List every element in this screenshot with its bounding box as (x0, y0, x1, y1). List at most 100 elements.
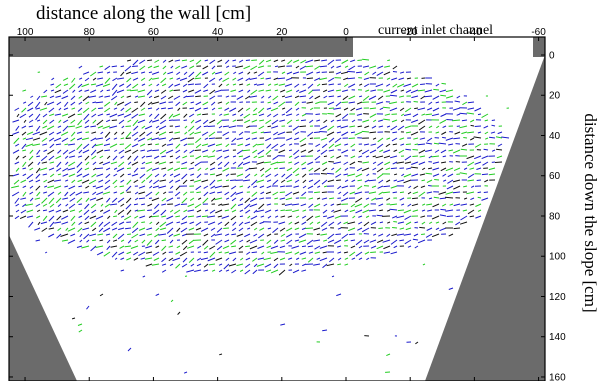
velocity-vector (442, 179, 447, 182)
velocity-vector (334, 137, 342, 143)
velocity-vector (301, 263, 307, 267)
velocity-vector (428, 185, 433, 187)
velocity-vector (127, 173, 132, 176)
velocity-vector (244, 197, 251, 204)
velocity-vector (187, 125, 195, 132)
velocity-vector (271, 119, 279, 125)
velocity-vector (286, 113, 293, 117)
velocity-vector (469, 119, 475, 123)
velocity-vector (78, 101, 83, 105)
velocity-vector (387, 59, 391, 62)
velocity-vector (282, 107, 286, 110)
velocity-vector (428, 197, 433, 200)
velocity-vector (141, 83, 146, 86)
velocity-vector (120, 215, 125, 218)
velocity-vector (363, 221, 370, 227)
velocity-vector (127, 161, 132, 165)
velocity-vector (399, 191, 405, 194)
velocity-vector (442, 173, 447, 177)
velocity-vector (103, 227, 111, 233)
velocity-vector (96, 251, 104, 256)
velocity-vector (398, 77, 405, 81)
velocity-vector (477, 113, 482, 116)
velocity-vector (267, 95, 272, 99)
velocity-vector (149, 221, 153, 225)
velocity-vector (154, 203, 160, 210)
velocity-vector (426, 179, 433, 184)
velocity-vector (477, 131, 482, 134)
velocity-vector (183, 371, 188, 374)
velocity-vector (245, 77, 251, 82)
velocity-vector (368, 209, 377, 212)
velocity-vector (105, 167, 111, 171)
velocity-vector (336, 131, 342, 134)
velocity-vector (238, 89, 244, 93)
velocity-vector (281, 71, 286, 74)
velocity-vector (195, 71, 202, 78)
velocity-vector (217, 221, 223, 225)
velocity-vector (319, 257, 328, 262)
velocity-vector (62, 173, 69, 177)
velocity-vector (170, 299, 174, 303)
velocity-vector (279, 245, 286, 249)
velocity-vector (70, 101, 76, 106)
velocity-vector (336, 155, 342, 159)
velocity-vector (354, 191, 363, 195)
velocity-vector (266, 179, 272, 182)
velocity-vector (183, 95, 188, 99)
velocity-vector (153, 179, 160, 185)
velocity-vector (418, 161, 426, 165)
velocity-vector (263, 161, 272, 164)
y-tick-label: 100 (549, 252, 566, 263)
velocity-vector (81, 179, 90, 184)
velocity-vector (343, 107, 349, 111)
velocity-vector (281, 113, 286, 116)
velocity-vector (244, 263, 251, 268)
velocity-vector (133, 179, 139, 184)
velocity-vector (343, 173, 349, 176)
velocity-vector (421, 113, 426, 116)
x-tick-label: -60 (531, 27, 546, 38)
velocity-vector (62, 89, 69, 94)
velocity-vector (183, 71, 188, 75)
velocity-vector (95, 245, 104, 248)
velocity-vector (286, 167, 293, 172)
y-tick-label: 140 (549, 332, 566, 343)
velocity-vector (466, 155, 475, 160)
velocity-vector (32, 131, 41, 136)
velocity-vector (306, 239, 314, 245)
velocity-vector (236, 263, 244, 267)
velocity-vector (219, 113, 223, 116)
velocity-vector (120, 179, 125, 183)
velocity-vector (219, 353, 223, 356)
velocity-vector (314, 59, 321, 62)
velocity-vector (445, 95, 454, 99)
velocity-vector (306, 71, 314, 76)
velocity-vector (35, 125, 41, 132)
velocity-vector (176, 221, 181, 224)
velocity-vector (336, 119, 342, 122)
velocity-vector (218, 251, 223, 254)
velocity-vector (92, 161, 97, 165)
velocity-vector (445, 89, 454, 93)
velocity-vector (432, 95, 440, 100)
velocity-vector (333, 161, 342, 165)
velocity-vector (265, 137, 272, 142)
velocity-vector (127, 155, 132, 160)
velocity-vector (320, 173, 328, 175)
velocity-vector (292, 191, 300, 195)
velocity-vector (15, 125, 20, 131)
velocity-vector (415, 341, 419, 345)
velocity-vector (328, 77, 335, 82)
velocity-vector (418, 149, 426, 154)
velocity-vector (263, 257, 272, 261)
velocity-vector (412, 209, 419, 212)
velocity-vector (61, 221, 69, 225)
velocity-vector (147, 107, 153, 110)
velocity-vector (235, 65, 244, 69)
velocity-vector (483, 191, 489, 193)
velocity-vector (159, 221, 167, 228)
velocity-vector (169, 161, 174, 164)
velocity-vector (181, 263, 188, 268)
velocity-vector (56, 215, 62, 221)
